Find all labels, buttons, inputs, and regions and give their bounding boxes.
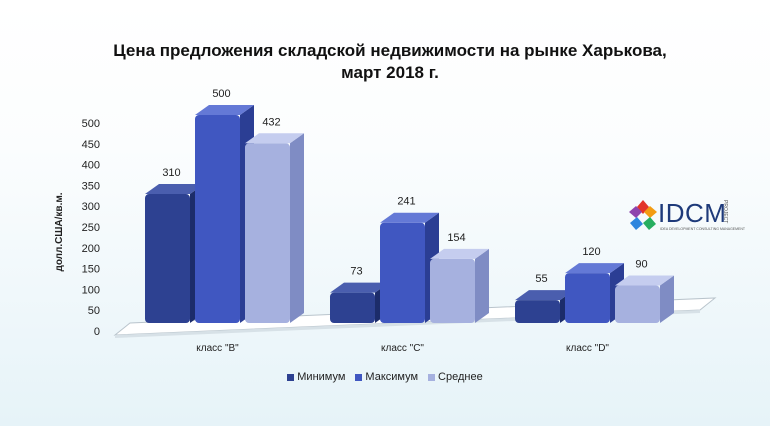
legend-label: Максимум [365,371,419,383]
bar [380,222,425,323]
bar [515,300,560,323]
x-category-label: класс "B" [196,343,239,354]
bar-top [330,282,389,293]
x-category-label: класс "C" [381,343,424,354]
data-label: 154 [447,232,465,244]
bar-top [515,290,574,301]
y-tick-label: 150 [82,264,100,276]
bar [330,292,375,323]
data-label: 55 [535,273,547,285]
logo-pinwheel-icon [629,200,657,230]
bar-top [245,133,304,144]
data-label: 500 [212,88,230,100]
bar-top [195,105,254,115]
bar [145,194,190,323]
logo-tagline: IDEA DEVELOPMENT CONSULTING MANAGEMENT [660,227,746,231]
legend-label: Среднее [438,371,483,383]
bar [565,273,610,323]
y-tick-label: 450 [82,139,100,151]
data-label: 73 [350,266,362,278]
y-tick-label: 500 [82,118,100,130]
y-tick-label: 50 [88,305,100,317]
data-label: 241 [397,196,415,208]
y-tick-label: 0 [94,326,100,338]
legend-swatch [355,373,363,381]
bar-side [290,133,304,323]
data-label: 432 [262,116,280,128]
legend-swatch [428,373,436,381]
legend-item: Максимум [355,371,418,383]
bar [245,143,290,323]
chart-title-line2: март 2018 г. [341,63,439,82]
chart-title-line1: Цена предложения складской недвижимости … [113,41,667,60]
bar-top [380,212,439,223]
bar-top [145,184,204,195]
y-tick-label: 100 [82,284,100,296]
y-tick-label: 250 [82,222,100,234]
y-tick-label: 350 [82,180,100,192]
y-tick-label: 400 [82,160,100,172]
legend-swatch [287,373,295,381]
legend-item: Среднее [428,371,483,383]
bar-top [565,263,624,274]
data-label: 310 [162,167,180,179]
logo-side-text: PROJECT [722,200,728,224]
bar [195,115,240,323]
data-label: 90 [635,259,647,271]
legend: Минимум Максимум Среднее [0,371,770,383]
y-tick-label: 300 [82,201,100,213]
chart-title: Цена предложения складской недвижимости … [60,40,720,84]
idcm-logo: IDCM IDEA DEVELOPMENT CONSULTING MANAGEM… [628,196,745,236]
y-tick-label: 200 [82,243,100,255]
legend-item: Минимум [287,371,345,383]
bar [615,285,660,323]
logo-text: IDCM [658,198,727,228]
legend-label: Минимум [297,371,346,383]
x-category-label: класс "D" [566,343,609,354]
y-axis-label: долл.США/кв.м. [54,192,65,271]
bar-top [615,275,674,286]
bar [430,258,475,323]
bar-side [660,275,674,323]
bar-top [430,248,489,259]
bar-side [475,248,489,323]
data-label: 120 [582,246,600,258]
